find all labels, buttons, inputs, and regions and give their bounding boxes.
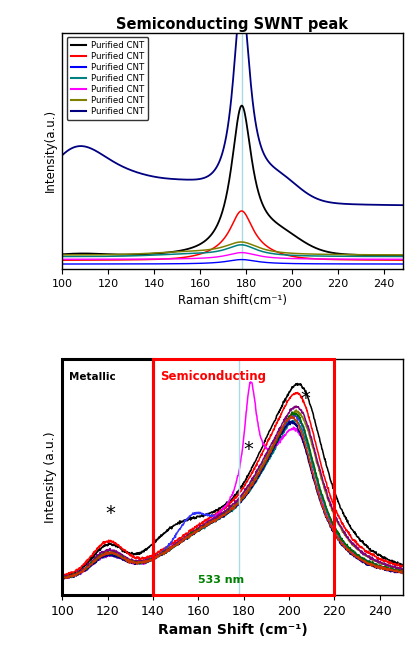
X-axis label: Raman shift(cm⁻¹): Raman shift(cm⁻¹) (178, 294, 287, 307)
X-axis label: Raman Shift (cm⁻¹): Raman Shift (cm⁻¹) (158, 623, 307, 638)
Title: Semiconducting SWNT peak: Semiconducting SWNT peak (116, 16, 349, 31)
Bar (62, 359, 153, 595)
Text: 533 nm: 533 nm (198, 576, 244, 585)
Text: *: * (300, 390, 310, 409)
Text: Semiconducting: Semiconducting (160, 370, 266, 383)
Text: Metallic: Metallic (69, 372, 116, 382)
Y-axis label: Intensity(a.u.): Intensity(a.u.) (44, 109, 57, 192)
Y-axis label: Intensity (a.u.): Intensity (a.u.) (44, 431, 57, 523)
Text: *: * (105, 504, 115, 523)
Bar (153, 359, 334, 595)
Text: *: * (243, 439, 253, 458)
Legend: Purified CNT, Purified CNT, Purified CNT, Purified CNT, Purified CNT, Purified C: Purified CNT, Purified CNT, Purified CNT… (66, 37, 148, 120)
